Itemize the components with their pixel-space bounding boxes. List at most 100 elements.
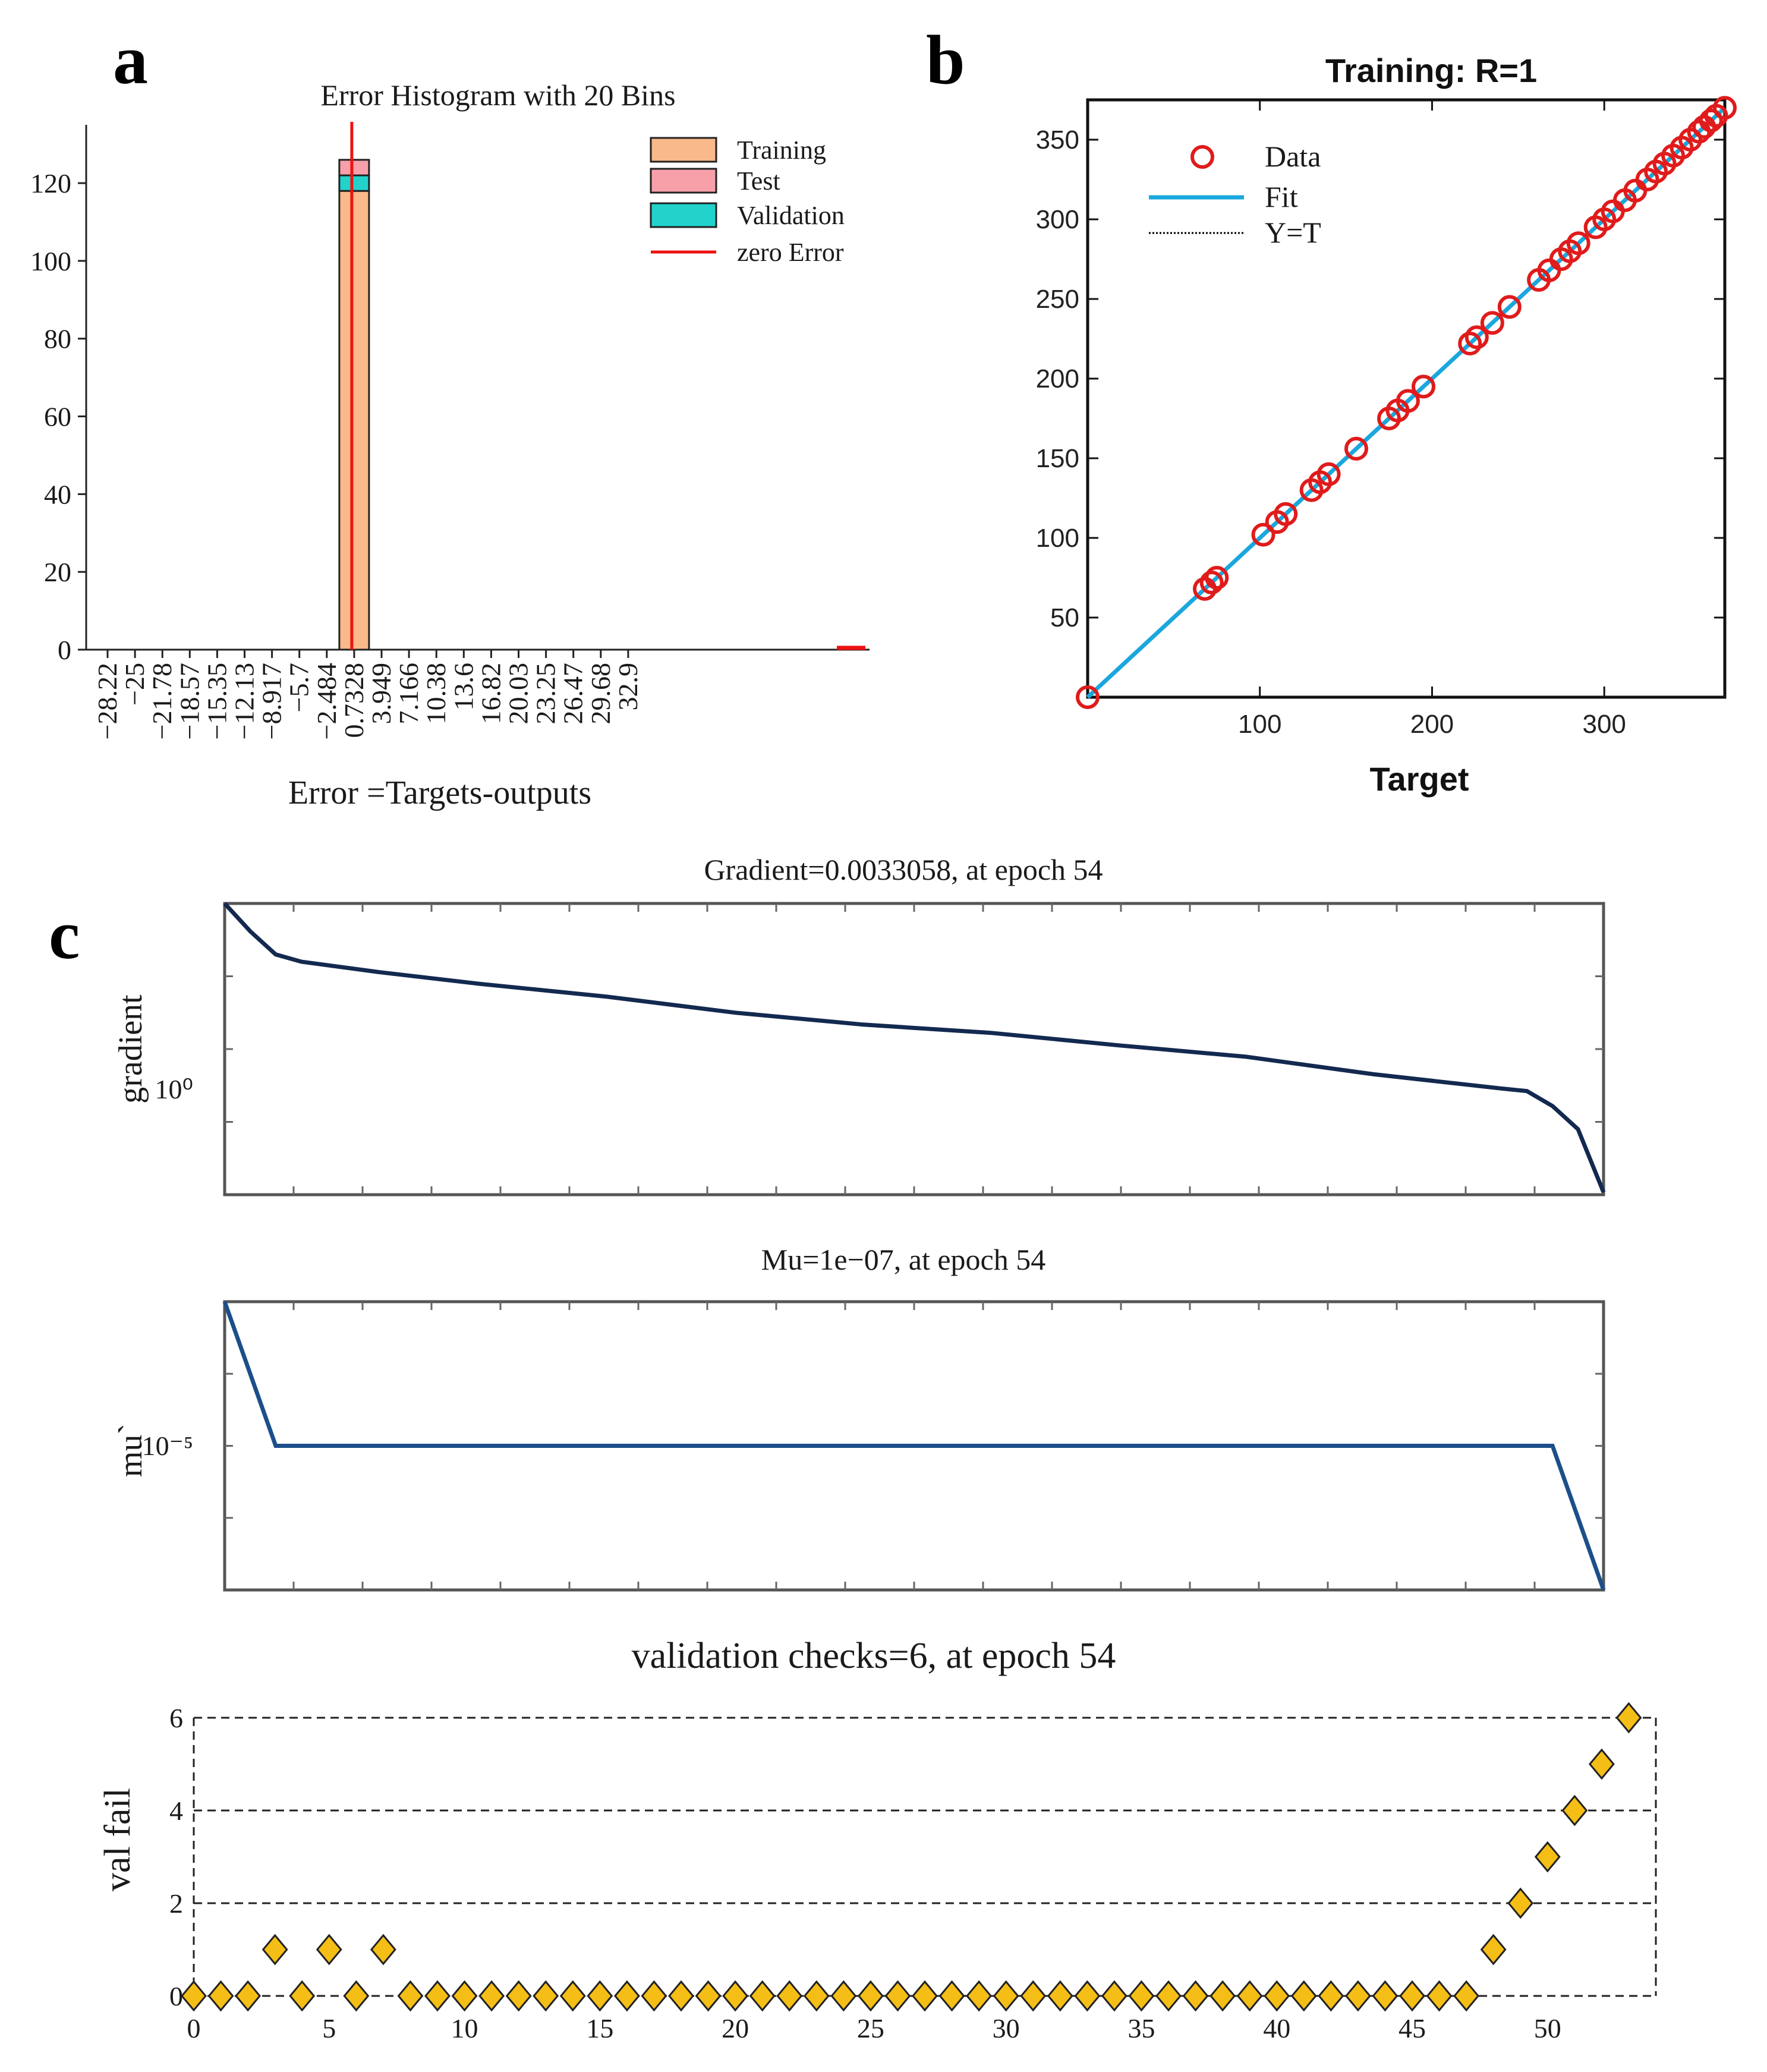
val-check-marker — [343, 1980, 370, 2012]
panel-b: b Training: R=1 50 100 150 200 250 300 350 100… — [926, 21, 1737, 798]
val-check-marker — [803, 1980, 830, 2012]
val-check-marker — [235, 1980, 262, 2012]
regression-y-tick-label: 300 — [1036, 205, 1079, 234]
val-check-marker — [1534, 1841, 1561, 1873]
histogram-y-tick-label: 20 — [44, 557, 71, 587]
val-x-tick-label: 50 — [1534, 2013, 1561, 2043]
val-check-marker — [1210, 1980, 1236, 2012]
val-check-marker — [451, 1980, 478, 2012]
regression-data-point — [1497, 295, 1522, 319]
val-check-marker — [316, 1934, 342, 1966]
val-check-marker — [1128, 1980, 1155, 2012]
regression-x-ticks: 100 200 300 — [1238, 100, 1626, 739]
mu-title: Mu=1e−07, at epoch 54 — [761, 1243, 1046, 1276]
regression-x-title: Target — [1370, 760, 1469, 798]
val-checks-y-ticks: 0 2 4 6 — [169, 1703, 183, 2011]
val-x-tick-label: 20 — [722, 2013, 749, 2043]
regression-data-point — [1076, 685, 1100, 709]
histogram-y-tick-label: 80 — [44, 324, 71, 354]
val-check-marker — [289, 1980, 316, 2012]
regression-data-point — [1205, 566, 1229, 590]
val-check-marker — [478, 1980, 505, 2012]
histogram-y-ticks: 0 20 40 60 80 100 120 — [30, 168, 86, 665]
histogram-x-tick-label: −12.13 — [229, 663, 260, 739]
histogram-x-tick-label: −18.57 — [174, 663, 204, 739]
regression-data-point — [1396, 389, 1420, 413]
val-x-tick-label: 25 — [857, 2013, 884, 2043]
val-check-marker — [1318, 1980, 1344, 2012]
regression-y-ticks: 50 100 150 200 250 300 350 — [1036, 125, 1725, 632]
val-check-marker — [1264, 1980, 1290, 2012]
val-check-marker — [533, 1980, 559, 2012]
val-check-marker — [559, 1980, 586, 2012]
val-check-marker — [857, 1980, 884, 2012]
histogram-x-tick-label: −5.7 — [284, 663, 314, 712]
panel-c: c Gradient=0.0033058, at epoch 54 10⁰ gr… — [49, 853, 1657, 2043]
regression-data-point — [1464, 325, 1489, 349]
val-check-marker — [993, 1980, 1019, 2012]
histogram-x-tick-label: −2.484 — [311, 663, 342, 739]
val-check-marker — [749, 1980, 776, 2012]
legend-label: Test — [737, 166, 780, 196]
val-y-tick-label: 4 — [169, 1796, 183, 1826]
regression-y-tick-label: 50 — [1050, 603, 1079, 632]
val-check-marker — [587, 1980, 613, 2012]
histogram-bar-training — [338, 190, 370, 651]
legend-label: Fit — [1265, 180, 1298, 213]
val-check-marker — [370, 1934, 396, 1966]
val-check-marker — [1561, 1794, 1588, 1827]
gradient-y-title: gradient — [112, 994, 149, 1104]
histogram-legend: Training Test Validation zero Error — [650, 136, 845, 267]
val-x-tick-label: 45 — [1399, 2013, 1426, 2043]
histogram-x-tick-label: 32.9 — [613, 663, 643, 711]
histogram-x-tick-label: 23.25 — [531, 663, 561, 725]
val-check-marker — [1047, 1980, 1073, 2012]
histogram-x-tick-label: −15.35 — [201, 663, 232, 739]
val-check-marker — [1182, 1980, 1209, 2012]
histogram-y-tick-label: 120 — [30, 168, 71, 199]
regression-data-point — [1251, 522, 1275, 547]
regression-data-point — [1274, 502, 1298, 526]
regression-data-point — [1344, 436, 1368, 461]
regression-data-point — [1480, 311, 1504, 335]
panel-label-b: b — [926, 21, 965, 99]
regression-data-point — [1713, 96, 1737, 120]
histogram-bar-validation — [338, 174, 370, 192]
histogram-x-tick-label: 10.38 — [421, 663, 451, 725]
histogram-x-ticks: −28.22−25−21.78−18.57−15.35−12.13−8.917−… — [92, 650, 643, 739]
regression-data-point — [1316, 462, 1341, 486]
val-check-marker — [1155, 1980, 1182, 2012]
regression-data-point — [1699, 108, 1723, 133]
val-checks-markers — [181, 1702, 1642, 2012]
val-check-marker — [1074, 1980, 1101, 2012]
histogram-x-tick-label: 29.68 — [585, 663, 616, 725]
legend-swatch-data — [1190, 145, 1214, 169]
val-check-marker — [912, 1980, 938, 2012]
val-check-marker — [505, 1980, 532, 2012]
val-check-marker — [1426, 1980, 1453, 2012]
val-check-marker — [1399, 1980, 1425, 2012]
histogram-x-tick-label: 26.47 — [558, 663, 588, 725]
val-check-marker — [641, 1980, 667, 2012]
val-x-tick-label: 30 — [993, 2013, 1020, 2043]
legend-label: Training — [737, 136, 826, 165]
histogram-y-tick-label: 0 — [58, 635, 71, 665]
mu-line — [222, 1300, 1606, 1591]
histogram-x-tick-label: −8.917 — [257, 663, 287, 739]
mu-y-title: mu` — [112, 1424, 149, 1477]
val-check-marker — [1236, 1980, 1263, 2012]
val-x-tick-label: 5 — [322, 2013, 336, 2043]
regression-data-point — [1411, 374, 1435, 399]
val-check-marker — [424, 1980, 451, 2012]
mu-ticks — [225, 1302, 1604, 1590]
val-check-marker — [722, 1980, 749, 2012]
histogram-y-tick-label: 60 — [44, 402, 71, 432]
val-check-marker — [830, 1980, 857, 2012]
histogram-x-tick-label: 3.949 — [366, 663, 396, 725]
histogram-x-tick-label: −28.22 — [92, 663, 122, 739]
regression-data-point — [1199, 571, 1224, 595]
panel-a: a Error Histogram with 20 Bins 0 20 40 60 80… — [30, 21, 870, 811]
val-check-marker — [1101, 1980, 1127, 2012]
val-y-tick-label: 6 — [169, 1703, 183, 1733]
regression-title: Training: R=1 — [1325, 52, 1537, 89]
